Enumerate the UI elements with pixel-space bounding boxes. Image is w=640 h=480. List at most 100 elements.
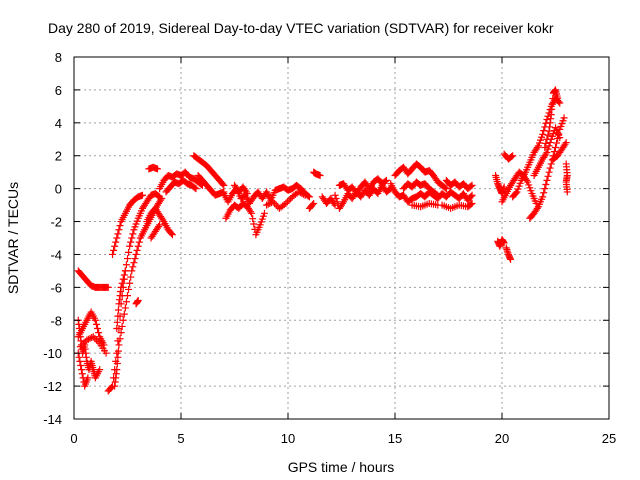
data-point (132, 250, 140, 258)
data-point (109, 250, 117, 258)
data-point (114, 353, 122, 361)
data-point (134, 242, 142, 250)
data-point (91, 316, 99, 324)
data-point (107, 383, 115, 391)
data-point (543, 116, 551, 124)
data-point (113, 318, 121, 326)
data-point (434, 191, 442, 199)
x-tick-label: 15 (388, 431, 402, 446)
data-point (556, 99, 564, 107)
data-point (155, 222, 163, 230)
data-point (269, 198, 277, 206)
data-point (381, 177, 389, 185)
data-point (84, 374, 92, 382)
data-point (77, 366, 85, 374)
y-tick-label: 0 (55, 182, 62, 197)
data-point (191, 184, 199, 192)
data-point (128, 234, 136, 242)
data-point (115, 226, 123, 234)
data-point (555, 98, 563, 106)
y-tick-label: -10 (43, 346, 62, 361)
data-point (102, 349, 110, 357)
data-point (114, 230, 122, 238)
data-point (442, 185, 450, 193)
data-point (285, 196, 293, 204)
data-point (553, 139, 561, 147)
plot-frame (73, 56, 610, 420)
data-point (118, 322, 126, 330)
data-point (272, 201, 280, 209)
y-tick-label: -8 (50, 313, 62, 328)
data-point (94, 325, 102, 332)
data-point (467, 200, 475, 208)
data-point (545, 168, 553, 176)
data-point (114, 306, 122, 314)
data-point (119, 316, 127, 324)
axis-ticks (73, 56, 610, 420)
data-point (468, 191, 476, 199)
data-point (138, 191, 146, 199)
data-point (96, 366, 104, 374)
data-point (382, 176, 390, 184)
data-point (563, 188, 571, 196)
data-point (124, 292, 131, 300)
data-point (113, 359, 121, 367)
data-point (76, 343, 84, 351)
x-tick-label: 0 (70, 431, 77, 446)
data-point (540, 189, 548, 197)
data-point (126, 279, 134, 287)
data-point (249, 215, 257, 223)
data-point (554, 94, 562, 102)
data-point (112, 238, 120, 246)
data-point (539, 193, 547, 201)
data-point (126, 242, 134, 250)
data-point (332, 195, 340, 203)
data-point (80, 339, 88, 347)
data-point (542, 150, 550, 158)
data-point (220, 181, 228, 189)
data-point (508, 153, 516, 161)
data-point (260, 209, 268, 217)
data-point (282, 199, 290, 207)
data-point (267, 199, 275, 207)
data-point (116, 335, 124, 343)
data-point (543, 148, 551, 156)
data-point (542, 139, 550, 147)
data-point (114, 312, 122, 320)
data-point (546, 164, 554, 172)
data-point (533, 204, 541, 212)
data-point (113, 325, 121, 332)
data-series-sdtvar (74, 86, 571, 395)
data-point (467, 192, 475, 200)
data-point (507, 255, 515, 263)
data-point (533, 144, 541, 151)
data-point (130, 259, 138, 267)
x-tick-label: 20 (495, 431, 509, 446)
data-point (122, 261, 130, 269)
data-point (157, 196, 165, 204)
data-point (95, 329, 103, 337)
y-tick-label: 6 (55, 83, 62, 98)
data-point (300, 190, 308, 198)
y-tick-label: 4 (55, 116, 62, 131)
y-tick-label: 2 (55, 149, 62, 164)
data-point (77, 362, 85, 370)
data-point (433, 190, 441, 198)
data-point (92, 336, 100, 344)
data-point (135, 238, 143, 246)
data-point (304, 192, 312, 200)
x-tick-label: 5 (177, 431, 184, 446)
data-point (83, 336, 91, 344)
x-tick-label: 10 (281, 431, 295, 446)
data-point (124, 255, 131, 263)
data-point (120, 271, 128, 279)
data-point (133, 246, 141, 254)
y-tick-label: 8 (55, 50, 62, 65)
data-point (556, 134, 564, 142)
data-point (562, 139, 570, 147)
data-point (509, 152, 517, 160)
data-point (75, 353, 83, 361)
data-point (560, 114, 568, 122)
data-point (110, 246, 118, 254)
data-point (541, 144, 549, 151)
